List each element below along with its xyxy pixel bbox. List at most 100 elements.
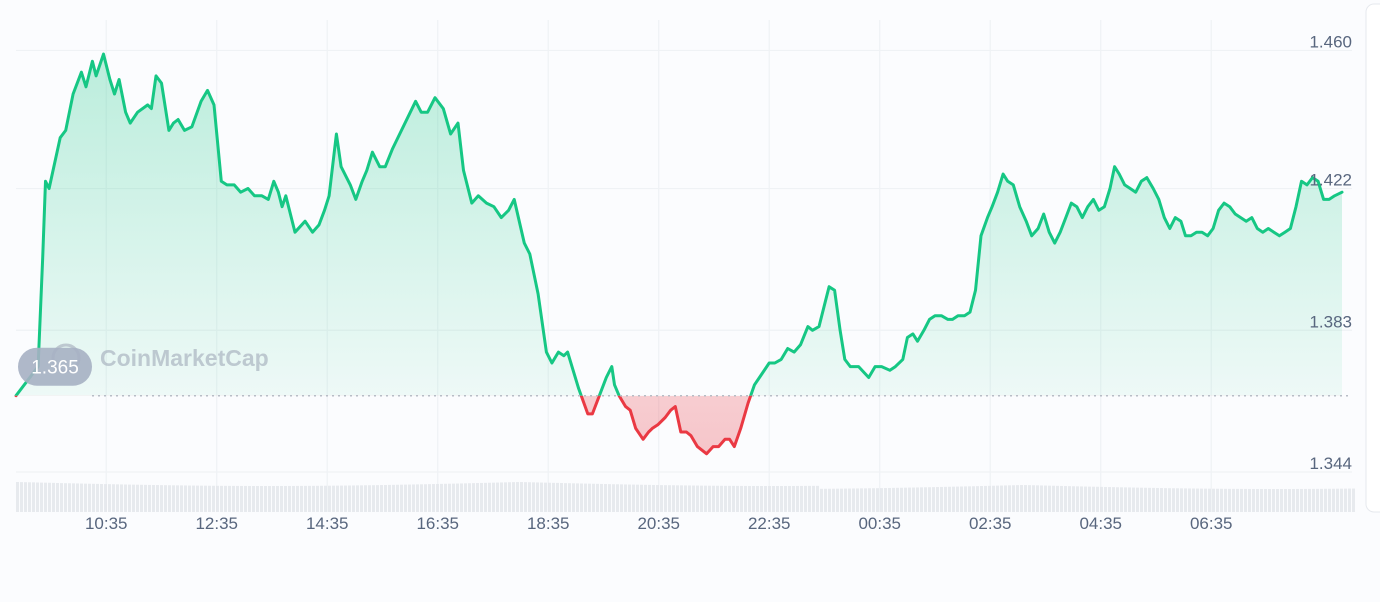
volume-bar <box>984 485 987 512</box>
volume-bar <box>1208 488 1211 512</box>
volume-bar <box>896 487 899 512</box>
volume-bar <box>148 484 151 512</box>
volume-bar <box>104 484 107 512</box>
volume-bar <box>1172 488 1175 512</box>
volume-bar <box>852 488 855 512</box>
volume-bar <box>1212 488 1215 512</box>
volume-bar <box>1160 488 1163 512</box>
volume-bar <box>1276 488 1279 512</box>
volume-bar <box>1236 488 1239 512</box>
volume-bar <box>1156 487 1159 512</box>
reference-price-badge: 1.365 <box>31 358 79 379</box>
volume-bar <box>396 484 399 512</box>
price-line-up <box>14 52 1344 396</box>
volume-bar <box>1012 485 1015 512</box>
volume-bar <box>996 485 999 512</box>
price-area <box>16 54 1342 454</box>
volume-bar <box>552 482 555 512</box>
volume-bar <box>948 486 951 512</box>
x-tick-label: 04:35 <box>1079 514 1122 533</box>
volume-bar <box>528 482 531 512</box>
volume-bar <box>336 485 339 512</box>
volume-bar <box>1268 488 1271 512</box>
volume-bar <box>1032 485 1035 512</box>
price-line <box>14 52 1344 456</box>
volume-bar <box>1132 487 1135 512</box>
volume-bar <box>320 485 323 512</box>
volume-bar <box>1104 486 1107 512</box>
volume-bar <box>812 485 815 512</box>
volume-bar <box>60 483 63 512</box>
volume-bar <box>1332 488 1335 512</box>
volume-bar <box>52 482 55 512</box>
volume-bar <box>768 485 771 512</box>
volume-bar <box>1284 488 1287 512</box>
volume-bar <box>20 482 23 512</box>
volume-bar <box>244 485 247 512</box>
volume-bar <box>312 485 315 512</box>
volume-bar <box>220 485 223 512</box>
volume-bar <box>452 483 455 512</box>
volume-bar <box>112 484 115 512</box>
volume-bar <box>968 486 971 512</box>
volume-bar <box>944 486 947 512</box>
volume-bar <box>324 485 327 512</box>
x-tick-label: 12:35 <box>195 514 238 533</box>
volume-bar <box>628 484 631 512</box>
volume-bar <box>292 485 295 512</box>
volume-bar <box>756 485 759 512</box>
volume-bar <box>1096 486 1099 512</box>
volume-bar <box>464 483 467 512</box>
volume-bar <box>268 485 271 512</box>
volume-bar <box>1076 486 1079 512</box>
volume-bar <box>356 485 359 512</box>
volume-bar <box>348 485 351 512</box>
volume-bar <box>56 482 59 512</box>
right-panel-edge <box>1365 3 1380 513</box>
volume-bar <box>488 482 491 512</box>
volume-bar <box>1272 488 1275 512</box>
volume-bar <box>40 482 43 512</box>
area-fill-below <box>16 395 1342 454</box>
volume-bar <box>416 484 419 512</box>
volume-bar <box>328 485 331 512</box>
volume-bar <box>184 485 187 512</box>
volume-bar <box>584 483 587 512</box>
volume-bar <box>884 488 887 512</box>
volume-bar <box>16 482 19 512</box>
volume-bar <box>512 482 515 512</box>
volume-bar <box>672 485 675 512</box>
volume-bar <box>620 484 623 512</box>
volume-bar <box>360 485 363 512</box>
volume-bar <box>916 487 919 512</box>
volume-bar <box>1060 485 1063 512</box>
volume-bar <box>376 485 379 512</box>
volume-bar <box>876 488 879 512</box>
volume-bar <box>900 487 903 512</box>
volume-bar <box>1248 488 1251 512</box>
volume-bar <box>656 485 659 512</box>
volume-bar <box>1092 486 1095 512</box>
volume-bar <box>72 483 75 512</box>
volume-bar <box>400 484 403 512</box>
volume-bar <box>172 485 175 512</box>
volume-bar <box>136 484 139 512</box>
x-tick-label: 06:35 <box>1190 514 1233 533</box>
volume-bar <box>272 485 275 512</box>
volume-bar <box>384 484 387 512</box>
volume-bar <box>808 485 811 512</box>
volume-bar <box>212 485 215 512</box>
volume-bar <box>752 485 755 512</box>
volume-bar <box>1240 488 1243 512</box>
volume-bar <box>1036 485 1039 512</box>
volume-bar <box>792 485 795 512</box>
volume-bar <box>576 483 579 512</box>
volume-bar <box>1176 488 1179 512</box>
volume-bar <box>932 487 935 512</box>
volume-bar <box>644 484 647 512</box>
volume-bar <box>1056 485 1059 512</box>
volume-bar <box>300 485 303 512</box>
volume-bar <box>1308 488 1311 512</box>
volume-bar <box>684 485 687 512</box>
volume-bar <box>928 487 931 512</box>
